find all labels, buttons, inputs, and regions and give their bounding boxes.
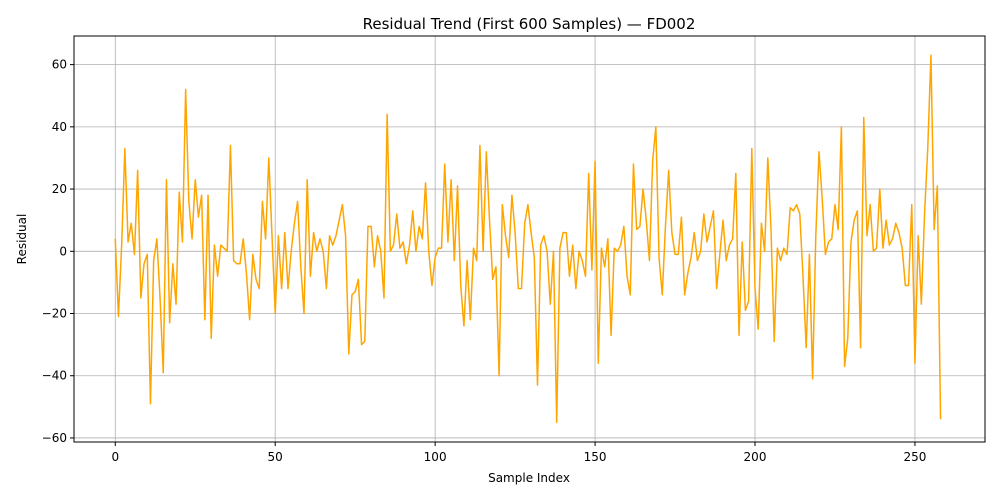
y-axis: −60 −40 −20 0 20 40 60	[42, 58, 74, 445]
residual-series-line	[114, 54, 942, 424]
x-axis: 0 50 100 150 200 250	[111, 442, 926, 464]
x-tick-label: 150	[584, 450, 607, 464]
y-axis-label: Residual	[15, 214, 29, 265]
y-tick-label: 20	[52, 182, 67, 196]
y-tick-label: −40	[42, 369, 67, 383]
chart-title: Residual Trend (First 600 Samples) — FD0…	[363, 15, 696, 33]
x-axis-label: Sample Index	[488, 471, 570, 485]
grid	[74, 36, 985, 442]
plot-frame	[73, 35, 986, 443]
plot-area	[114, 54, 942, 424]
y-tick-label: 40	[52, 120, 67, 134]
y-tick-label: 60	[52, 58, 67, 72]
x-tick-label: 250	[903, 450, 926, 464]
x-tick-label: 50	[268, 450, 283, 464]
y-tick-label: −60	[42, 431, 67, 445]
x-tick-label: 0	[111, 450, 119, 464]
y-tick-label: 0	[59, 244, 67, 258]
x-tick-label: 200	[744, 450, 767, 464]
y-tick-label: −20	[42, 307, 67, 321]
x-tick-label: 100	[424, 450, 447, 464]
